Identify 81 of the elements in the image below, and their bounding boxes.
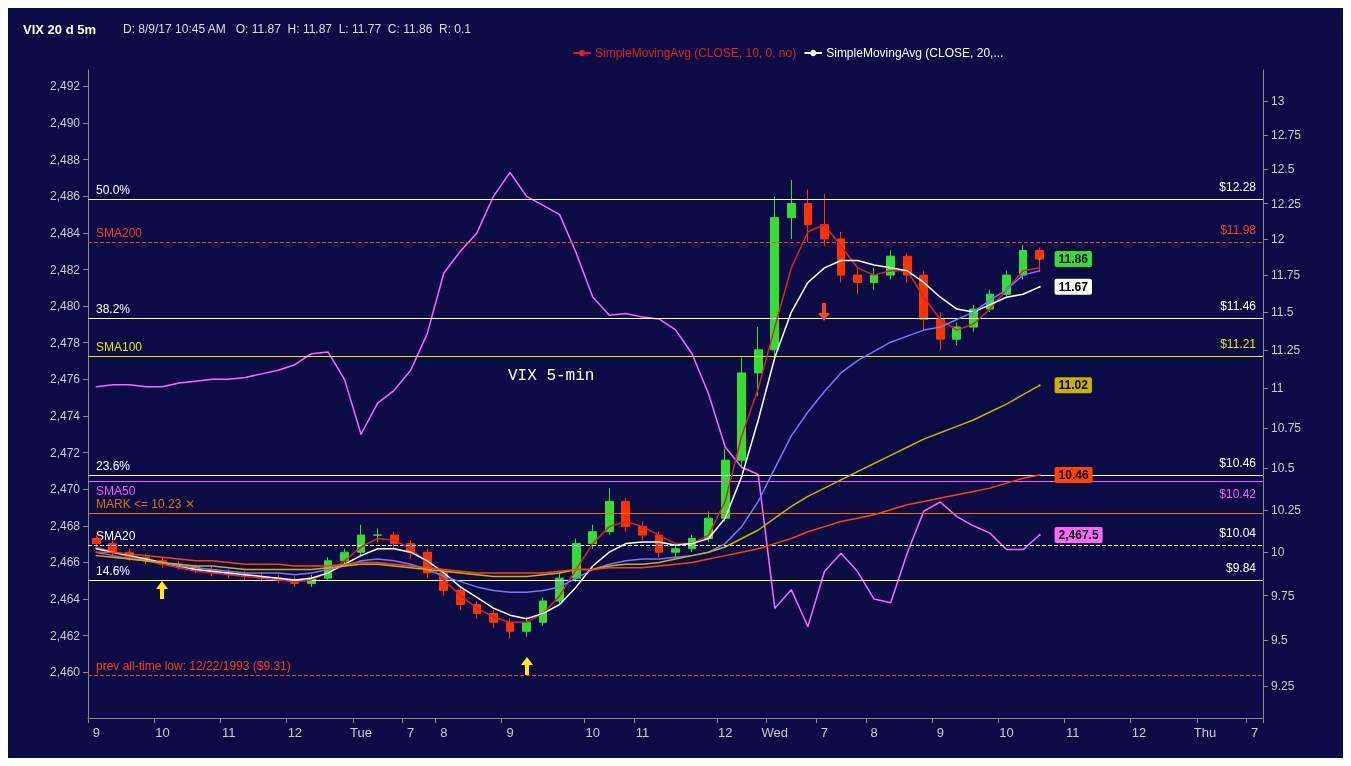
x-tick-label: 9 (936, 725, 944, 740)
y2-tick-label: 11.5 (1271, 305, 1294, 320)
x-tick-label: Thu (1193, 725, 1217, 740)
x-tick-label: 9 (92, 725, 100, 740)
x-tick-label: 11 (221, 725, 236, 740)
x-tick-label: Tue (350, 725, 373, 740)
y2-tick-label: 12.75 (1271, 127, 1302, 142)
y2-tick-label: 12 (1271, 231, 1285, 246)
y-tick-label: 2,490 (49, 116, 81, 131)
text: 11.86 (1058, 252, 1088, 267)
y-tick-label: 2,486 (49, 189, 81, 204)
y-tick-label: 2,460 (49, 665, 81, 680)
x-tick-label: 11 (635, 725, 650, 740)
ref-line-label: $9.84 (1225, 560, 1257, 575)
y2-tick-label: 12.25 (1271, 196, 1302, 211)
annotation: 38.2% (96, 302, 131, 317)
data-label: 2,467.5 (1058, 527, 1099, 542)
data-label: 11.67 (1058, 279, 1089, 294)
annotation: 23.6% (96, 458, 131, 473)
annotation: SMA50 (96, 483, 136, 498)
y2-tick-label: 9.25 (1271, 679, 1295, 694)
y-tick-label: 2,466 (49, 555, 81, 570)
y-tick-label: 2,492 (49, 79, 81, 94)
chart-title: VIX 20 d 5m (23, 22, 96, 37)
y2-tick-label: 11 (1271, 381, 1284, 396)
annotation: 50.0% (96, 183, 131, 198)
y-tick-label: 2,478 (49, 335, 81, 350)
y-tick-label: 2,476 (49, 372, 81, 387)
y-tick-label: 2,480 (49, 299, 81, 314)
y-tick-label: 2,482 (49, 262, 81, 277)
x-tick-label: 11 (1065, 725, 1080, 740)
annotation: VIX 5-min (508, 367, 595, 385)
x-tick-label: 8 (870, 725, 878, 740)
data-label: 10.46 (1058, 467, 1089, 482)
legend-label: SimpleMovingAvg (CLOSE, 10, 0, no) (595, 46, 797, 60)
y-tick-label: 2,470 (49, 482, 81, 497)
x-tick-label: 12 (1131, 725, 1147, 740)
ref-line-label: $10.46 (1219, 455, 1257, 470)
y-tick-label: 2,464 (49, 592, 81, 607)
ref-line-label: $11.21 (1220, 336, 1257, 351)
y-tick-label: 2,474 (49, 408, 81, 423)
x-tick-label: 10 (155, 725, 170, 740)
annotation: 14.6% (96, 563, 131, 578)
ref-line-label: $11.98 (1220, 222, 1257, 237)
annotation: SMA100 (96, 339, 143, 354)
y2-tick-label: 9.75 (1271, 588, 1295, 603)
ref-line-label: $10.04 (1219, 526, 1257, 541)
x-tick-label: 10 (585, 725, 600, 740)
y-tick-label: 2,468 (49, 518, 81, 533)
annotation: SMA20 (96, 529, 136, 544)
ref-line-label: $11.46 (1220, 299, 1257, 314)
y-tick-label: 2,472 (49, 445, 81, 460)
data-label: 11.02 (1058, 378, 1089, 393)
x-tick-label: 9 (506, 725, 514, 740)
x-tick-label: 7 (820, 725, 829, 740)
annotation: prev all-time low: 12/22/1993 ($9.31) (96, 659, 291, 674)
y2-tick-label: 10.5 (1271, 461, 1295, 476)
chart-subtitle: D: 8/9/17 10:45 AM O: 11.87 H: 11.87 L: 11.77 C: 11.86 R: 0.1 (123, 22, 472, 36)
annotation: MARK <= 10.23 ✕ (96, 497, 195, 512)
y2-tick-label: 12.5 (1271, 161, 1295, 176)
y-tick-label: 2,462 (49, 628, 81, 643)
y2-tick-label: 13 (1271, 94, 1285, 109)
legend-label: SimpleMovingAvg (CLOSE, 20,... (826, 46, 1004, 60)
x-tick-label: 7 (1251, 725, 1259, 740)
y2-tick-label: 10.75 (1271, 420, 1302, 435)
x-tick-label: 10 (999, 725, 1014, 740)
y2-tick-label: 9.5 (1271, 633, 1289, 648)
x-tick-label: 7 (407, 725, 415, 740)
y2-tick-label: 10.25 (1271, 502, 1302, 517)
y-tick-label: 2,484 (49, 225, 81, 240)
ref-line-label: $10.42 (1219, 486, 1257, 501)
y-tick-label: 2,488 (49, 152, 81, 167)
ref-line-label: $12.28 (1219, 180, 1257, 195)
y2-tick-label: 10 (1271, 545, 1285, 560)
y2-tick-label: 11.25 (1271, 342, 1301, 357)
y2-tick-label: 11.75 (1271, 268, 1301, 283)
x-tick-label: 8 (440, 725, 448, 740)
x-tick-label: 12 (287, 725, 303, 740)
x-tick-label: Wed (761, 725, 789, 740)
annotation: SMA200 (96, 225, 143, 240)
x-tick-label: 12 (717, 725, 733, 740)
